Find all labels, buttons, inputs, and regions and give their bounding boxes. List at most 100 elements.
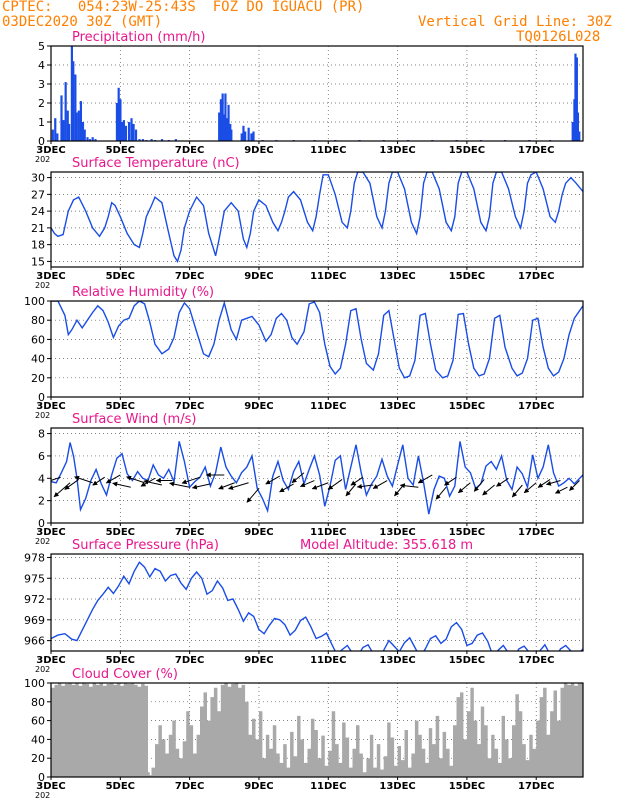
x-tick-label: 15DEC [449,271,485,282]
wind-panel [47,427,584,526]
wind-vector [311,482,329,490]
precip-bar [66,110,69,141]
x-tick-label: 7DEC [175,655,204,666]
x-tick-label: 13DEC [379,527,415,538]
rh-series [51,301,583,379]
precip-bar [91,137,94,141]
x-year-label: 202 [35,791,50,800]
y-tick-label: 2 [38,97,45,110]
x-tick-label: 15DEC [449,527,485,538]
y-tick-label: 0 [38,135,45,148]
wind-vector [444,476,457,486]
wind-vector [218,482,235,490]
precip-bar [60,95,63,141]
wind-vector [51,476,61,481]
y-tick-label: 20 [31,752,45,765]
precip-bar [54,118,57,141]
header-station-line: CPTEC: 054:23W-25:43S FOZ DO IGUACU (PR) [2,0,365,15]
precip-bar [70,46,73,141]
precip-bar [117,87,120,141]
precip-bar [242,125,245,141]
precip-panel [47,45,584,144]
y-tick-label: 80 [31,696,45,709]
x-tick-label: 11DEC [310,655,346,666]
x-year-label: 202 [35,155,50,164]
precip-bar [124,125,128,141]
y-tick-label: 8 [38,428,45,441]
x-tick-label: 13DEC [379,401,415,412]
wind-vector [279,483,294,493]
x-tick-label: 5DEC [106,271,135,282]
pressure-subtitle: Model Altitude: 355.618 m [300,538,473,553]
precip-bar [119,99,122,141]
x-tick-label: 7DEC [175,781,204,792]
precip-bar [122,120,125,141]
wind-vector [435,486,447,500]
x-tick-label: 13DEC [379,781,415,792]
precip-bar [72,61,75,141]
wind-vector [417,474,433,484]
x-tick-label: 17DEC [518,401,554,412]
precip-bar [51,129,54,141]
y-tick-label: 0 [38,517,45,530]
x-tick-label: 15DEC [449,781,485,792]
wind-vector [356,483,374,489]
rh-panel [47,300,584,400]
precip-bar [134,129,138,141]
precip-bar [576,112,580,141]
y-tick-label: 4 [38,472,45,485]
wind-vector [372,480,388,489]
header-date-line: 03DEC2020 30Z (GMT) [2,14,163,30]
precip-bar [575,57,578,141]
y-tick-label: 80 [31,314,45,327]
x-tick-label: 3DEC [36,401,65,412]
y-tick-label: 20 [31,372,45,385]
x-tick-label: 13DEC [379,271,415,282]
precip-bar [88,139,92,141]
x-tick-label: 15DEC [449,655,485,666]
precip-bar [574,53,577,141]
y-tick-label: 40 [31,353,45,366]
temp-panel [47,171,584,270]
temp-title: Surface Temperature (nC) [72,156,240,171]
wind-vector [169,481,190,488]
x-tick-label: 5DEC [106,781,135,792]
y-tick-label: 6 [38,450,45,463]
x-tick-label: 11DEC [310,271,346,282]
x-tick-label: 11DEC [310,401,346,412]
y-tick-label: 3 [38,78,45,91]
precip-bar [224,93,227,141]
precip-title: Precipitation (mm/h) [72,30,205,45]
x-tick-label: 13DEC [379,655,415,666]
cloud-frame [50,682,584,778]
wind-vector [523,482,537,494]
wind-title: Surface Wind (m/s) [72,412,196,427]
wind-vector [473,479,485,492]
x-tick-label: 13DEC [379,145,415,156]
y-tick-label: 21 [31,222,45,235]
x-tick-label: 7DEC [175,527,204,538]
x-tick-label: 11DEC [310,527,346,538]
wind-vector [299,480,315,488]
x-tick-label: 9DEC [244,527,273,538]
wind-vector [399,483,419,489]
wind-vector [64,479,80,490]
y-tick-label: 969 [24,614,45,627]
wind-vector [105,474,121,484]
y-tick-label: 978 [24,551,45,564]
y-tick-label: 966 [24,635,45,648]
precip-bar [227,104,230,141]
cloud-series [51,683,583,777]
precip-bar [77,110,80,141]
x-tick-label: 5DEC [106,145,135,156]
rh-title: Relative Humidity (%) [72,285,214,300]
wind-vector [345,483,357,497]
precip-bar [230,129,233,141]
wind-vector [265,475,280,485]
x-tick-label: 11DEC [310,145,346,156]
x-tick-label: 9DEC [244,781,273,792]
precip-bar [219,99,223,141]
pressure-series [51,561,583,651]
x-tick-label: 17DEC [518,271,554,282]
